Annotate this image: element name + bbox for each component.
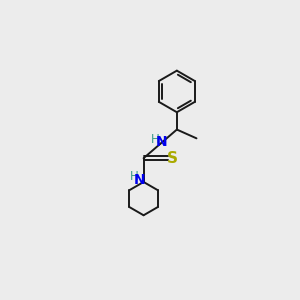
Text: H: H (130, 170, 139, 183)
Text: N: N (134, 173, 145, 187)
Text: S: S (167, 151, 178, 166)
Text: N: N (156, 136, 168, 149)
Text: H: H (151, 133, 160, 146)
